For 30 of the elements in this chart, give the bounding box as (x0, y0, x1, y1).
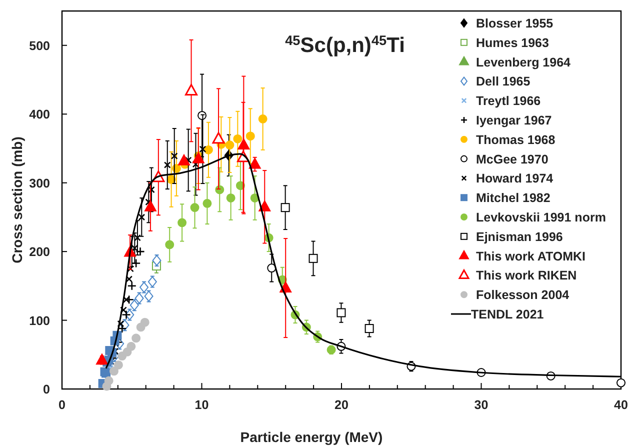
text: $^{45}$Sc(p,n)$^{45}$Ti (285, 32, 405, 57)
legend-label: Humes 1963 (476, 36, 550, 50)
legend-label: Howard 1974 (476, 172, 554, 186)
y-tick-label: 400 (29, 108, 50, 122)
y-tick-label: 0 (43, 382, 50, 396)
legend-label: This work RIKEN (476, 268, 577, 283)
legend-label: Iyengar 1967 (476, 114, 552, 128)
legend-label: This work ATOMKI (476, 249, 586, 264)
y-tick-label: 500 (29, 38, 50, 53)
x-axis-title: Particle energy (MeV) (240, 429, 383, 445)
legend-label: Dell 1965 (476, 74, 530, 89)
legend-label: TENDL 2021 (471, 308, 544, 322)
legend-label: Treytl 1966 (476, 94, 541, 108)
legend-label: Ejnisman 1996 (476, 230, 563, 244)
x-tick-label: 20 (334, 398, 348, 412)
y-tick-label: 300 (29, 176, 50, 190)
legend-label: Blosser 1955 (476, 16, 554, 30)
y-tick-label: 100 (29, 314, 50, 328)
legend-label: Folkesson 2004 (476, 288, 570, 302)
y-axis-title: Cross section (mb) (9, 136, 25, 264)
x-tick-label: 40 (614, 398, 628, 412)
x-tick-label: 30 (474, 398, 488, 412)
x-tick-label: 0 (58, 398, 66, 412)
legend-label: Thomas 1968 (476, 132, 556, 147)
legend-label: McGee 1970 (476, 152, 548, 166)
legend-label: Levenberg 1964 (476, 55, 571, 70)
y-tick-label: 200 (29, 245, 50, 260)
legend-label: Mitchel 1982 (476, 191, 550, 206)
legend-label: Levkovskii 1991 norm (476, 210, 606, 224)
x-tick-label: 10 (194, 398, 209, 412)
